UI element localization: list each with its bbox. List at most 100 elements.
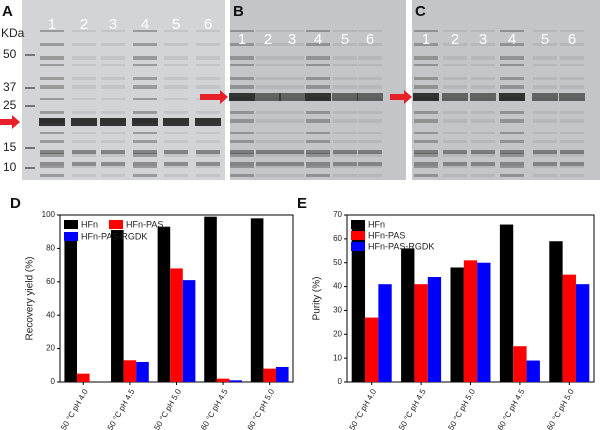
gel-band (164, 162, 188, 166)
bar (427, 277, 442, 382)
gel-band (40, 174, 64, 177)
gel-band (560, 64, 584, 66)
gel-band (101, 111, 125, 114)
gel-band (306, 111, 330, 114)
gel-band (230, 30, 254, 32)
gel-band (196, 153, 220, 157)
gel-band (256, 162, 280, 166)
gel-band (230, 153, 254, 157)
gel-band (500, 85, 524, 89)
gel-band (256, 153, 280, 157)
panel-label: D (10, 195, 21, 212)
gel-band (443, 174, 467, 177)
y-tick-label: 30 (333, 306, 342, 315)
gel-band (230, 162, 254, 166)
gel-band (333, 56, 357, 60)
bar (263, 368, 276, 382)
y-tick-label: 70 (333, 210, 342, 219)
gel-band (533, 174, 557, 177)
gel-band (230, 166, 254, 168)
gel-band (443, 119, 467, 123)
gel-band (133, 111, 157, 114)
marker-label: 50 (3, 47, 17, 61)
gel-band (164, 77, 188, 80)
y-tick-label: 60 (333, 234, 342, 243)
gel-band (256, 140, 280, 143)
gel-band (230, 43, 254, 46)
gel-band (133, 43, 157, 46)
gel-band (101, 98, 125, 100)
gel-band (533, 85, 557, 89)
gel-band (500, 132, 524, 134)
gel-band (333, 77, 357, 80)
gel-band (306, 85, 330, 89)
x-tick-label: 60 °C pH 5.0 (545, 387, 576, 430)
gel-band (72, 85, 96, 89)
gel-band (256, 77, 280, 80)
gel-band (164, 174, 188, 177)
bar (204, 216, 217, 382)
bar (526, 360, 540, 382)
gel-band (306, 56, 330, 60)
panel-label: A (2, 3, 13, 20)
marker-label: 15 (3, 140, 17, 154)
gel-band (133, 150, 157, 154)
lane-label: 4 (314, 31, 322, 48)
gel-band (133, 77, 157, 80)
lane-label: 6 (366, 31, 374, 48)
gel-band (333, 153, 357, 157)
gel-band (101, 140, 125, 143)
legend-label: HFn (81, 219, 98, 229)
bar (182, 280, 196, 382)
gel-band (230, 77, 254, 80)
gel-band (280, 174, 304, 177)
gel-band (256, 43, 280, 46)
gel-band (164, 64, 188, 66)
gel-band (133, 98, 157, 100)
bar (216, 378, 230, 382)
gel-band (164, 56, 188, 60)
gel-band (414, 43, 438, 46)
gel-band (40, 153, 64, 157)
gel-band (470, 93, 496, 101)
gel-band (195, 118, 221, 126)
gel-band (414, 140, 438, 143)
gel-band (533, 150, 557, 154)
panel-label: C (415, 3, 426, 20)
bar (575, 284, 590, 382)
gel-band (101, 153, 125, 157)
gel-band (133, 153, 157, 157)
gel-band (533, 166, 557, 168)
gel-band (306, 30, 330, 32)
gel-band (471, 153, 495, 157)
gel-band (132, 118, 158, 126)
marker-label: 10 (3, 160, 17, 174)
gel-band (413, 93, 439, 101)
gel-band (306, 140, 330, 143)
gel-band (230, 111, 254, 114)
gel-band (471, 119, 495, 123)
gel-band (443, 30, 467, 32)
gel-band (280, 150, 304, 154)
gel-band (101, 166, 125, 168)
bar (414, 284, 428, 382)
lane-label: 1 (238, 31, 246, 48)
gel-band (358, 132, 382, 134)
legend-swatch (64, 220, 78, 229)
gel-band (332, 93, 358, 101)
bar (513, 346, 527, 382)
gel-band (533, 56, 557, 60)
gel-band (72, 174, 96, 177)
gel-band (443, 56, 467, 60)
red-arrow (0, 115, 20, 129)
legend-label: HFn (368, 219, 385, 229)
gel-band (333, 64, 357, 66)
gel-band (358, 162, 382, 166)
y-tick-label: 50 (333, 258, 342, 267)
gel-band (133, 166, 157, 168)
gel-band (306, 150, 330, 154)
lane-label: 1 (48, 16, 56, 33)
gel-band (196, 150, 220, 154)
bar (64, 235, 78, 382)
marker-band (25, 147, 35, 149)
